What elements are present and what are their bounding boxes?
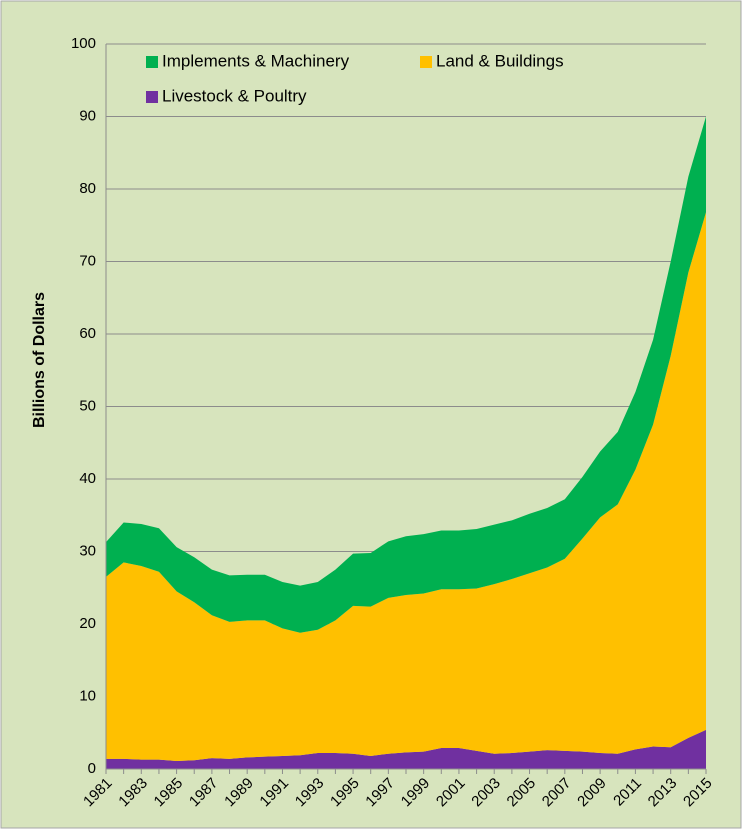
y-tick-label: 100 bbox=[71, 35, 96, 52]
area bbox=[106, 116, 706, 633]
y-tick-label: 40 bbox=[79, 470, 96, 487]
legend-swatch bbox=[420, 56, 432, 68]
y-tick-label: 10 bbox=[79, 687, 96, 704]
legend-swatch bbox=[146, 91, 158, 103]
y-tick-label: 70 bbox=[79, 252, 96, 269]
y-axis-label: Billions of Dollars bbox=[31, 292, 48, 428]
legend-label: Land & Buildings bbox=[436, 51, 564, 70]
legend-swatch bbox=[146, 56, 158, 68]
area bbox=[106, 729, 706, 769]
legend-label: Livestock & Poultry bbox=[162, 86, 307, 105]
y-tick-label: 80 bbox=[79, 180, 96, 197]
y-tick-label: 30 bbox=[79, 542, 96, 559]
y-tick-label: 90 bbox=[79, 107, 96, 124]
y-tick-label: 60 bbox=[79, 325, 96, 342]
y-tick-label: 0 bbox=[88, 760, 96, 777]
legend-label: Implements & Machinery bbox=[162, 51, 350, 70]
y-tick-label: 20 bbox=[79, 615, 96, 632]
area bbox=[106, 212, 706, 762]
y-tick-label: 50 bbox=[79, 397, 96, 414]
